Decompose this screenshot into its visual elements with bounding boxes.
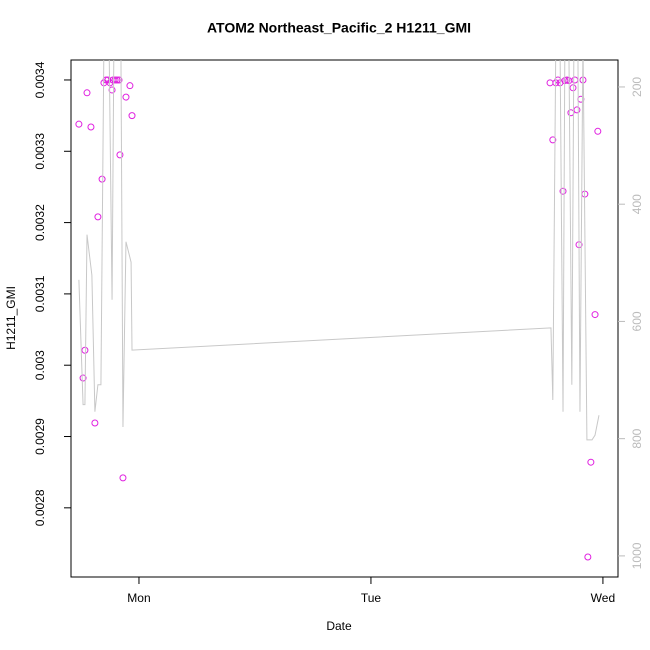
point (587, 458, 595, 466)
plot-box (70, 59, 619, 578)
point (549, 136, 557, 144)
point (83, 89, 91, 97)
x-tick-label: Tue (361, 591, 382, 605)
y-tick-label: 0.0028 (33, 489, 47, 526)
point (75, 120, 83, 128)
point (115, 76, 123, 84)
chart-title: ATOM2 Northeast_Pacific_2 H1211_GMI (207, 20, 471, 36)
y-tick-label: 0.0032 (33, 204, 47, 241)
point (594, 127, 602, 135)
point (571, 76, 579, 84)
y-tick-label: 0.0033 (33, 133, 47, 170)
x-axis-label: Date (326, 619, 352, 633)
point (122, 93, 130, 101)
point (91, 419, 99, 427)
x-tick-label: Wed (591, 591, 615, 605)
point (546, 79, 554, 87)
point (108, 86, 116, 94)
point (111, 76, 119, 84)
point (119, 474, 127, 482)
y2-tick-label: 800 (630, 428, 644, 448)
point (116, 151, 124, 159)
point (126, 82, 134, 90)
point (94, 213, 102, 221)
y-tick-label: 0.0031 (33, 275, 47, 312)
point (573, 106, 581, 114)
point (584, 553, 592, 561)
point (128, 112, 136, 120)
y-axis-label: H1211_GMI (4, 286, 18, 350)
x-tick-label: Mon (127, 591, 150, 605)
y2-tick-label: 400 (630, 194, 644, 214)
point (559, 187, 567, 195)
plot-area (75, 60, 602, 561)
y-tick-label: 0.003 (33, 350, 47, 380)
point (569, 84, 577, 92)
point (79, 374, 87, 382)
point (98, 175, 106, 183)
y2-tick-label: 600 (630, 311, 644, 331)
y-tick-label: 0.0029 (33, 418, 47, 455)
y-tick-label: 0.0034 (33, 61, 47, 98)
y2-tick-label: 200 (630, 77, 644, 97)
line (78, 60, 600, 441)
point (87, 123, 95, 131)
y2-tick-label: 1000 (630, 542, 644, 569)
point (591, 311, 599, 319)
point (81, 346, 89, 354)
